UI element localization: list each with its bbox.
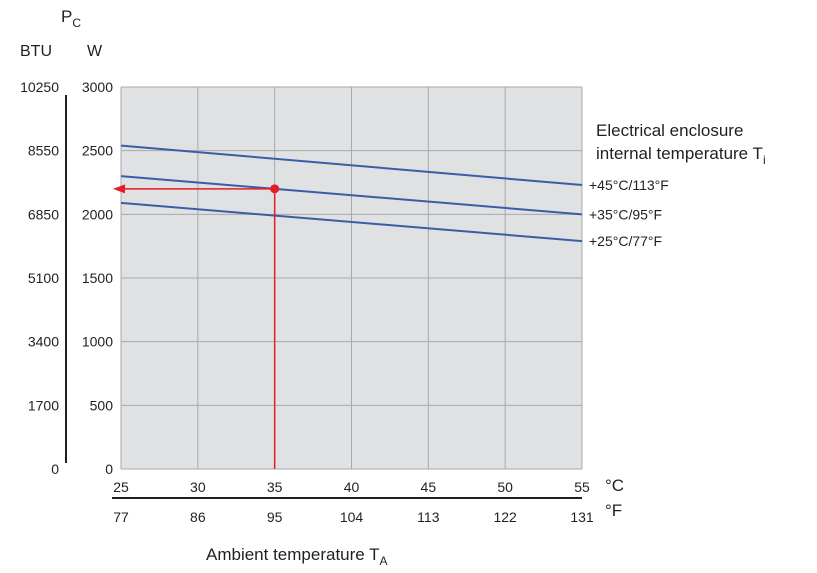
x-tick-label-c: 30 xyxy=(190,479,206,495)
legend-title: internal temperature Ti xyxy=(596,144,766,167)
y-unit-btu: BTU xyxy=(20,43,52,60)
y-tick-label-btu: 0 xyxy=(51,461,59,477)
x-tick-label-c: 25 xyxy=(113,479,129,495)
y-tick-label-w: 3000 xyxy=(82,79,113,95)
series-line xyxy=(120,175,583,216)
y-tick-label-btu: 5100 xyxy=(28,270,59,286)
x-tick-label-f: 77 xyxy=(113,509,129,525)
series-lines xyxy=(120,144,583,243)
x-tick-label-f: 86 xyxy=(190,509,206,525)
x-tick-label-f: 104 xyxy=(340,509,364,525)
y-tick-label-btu: 8550 xyxy=(28,143,59,159)
y-tick-label-btu: 1700 xyxy=(28,397,59,413)
y-tick-label-btu: 6850 xyxy=(28,206,59,222)
legend-title: Electrical enclosure xyxy=(596,121,743,140)
x-tick-label-f: 113 xyxy=(417,509,440,525)
series-line xyxy=(120,201,583,243)
x-axis-title: Ambient temperature TA xyxy=(206,545,388,568)
y-tick-label-w: 1500 xyxy=(82,270,113,286)
x-tick-label-c: 35 xyxy=(267,479,283,495)
axes xyxy=(65,95,582,499)
y-tick-label-w: 0 xyxy=(105,461,113,477)
series-label: +45°C/113°F xyxy=(589,177,669,193)
y-tick-label-w: 2500 xyxy=(82,143,113,159)
reading-arrowhead xyxy=(113,184,125,194)
labels: PC BTU W 0 500 1000 1500 2000 2500 3000 0 1700 3400 5… xyxy=(20,7,766,568)
y-tick-label-w: 1000 xyxy=(82,334,113,350)
y-tick-label-btu: 10250 xyxy=(20,79,59,95)
x-tick-label-f: 122 xyxy=(493,509,517,525)
x-tick-label-c: 45 xyxy=(421,479,437,495)
example-reading xyxy=(113,184,280,469)
series-line xyxy=(120,144,583,187)
x-tick-label-c: 50 xyxy=(497,479,513,495)
x-tick-label-c: 55 xyxy=(574,479,590,495)
y-tick-label-w: 500 xyxy=(90,397,114,413)
y-axis-title: PC xyxy=(61,7,81,30)
series-label: +25°C/77°F xyxy=(589,233,662,249)
x-tick-label-c: 40 xyxy=(344,479,360,495)
y-tick-label-btu: 3400 xyxy=(28,334,59,350)
y-unit-w: W xyxy=(87,43,103,60)
y-tick-label-w: 2000 xyxy=(82,206,113,222)
x-unit-celsius: °C xyxy=(605,476,624,495)
x-tick-label-f: 131 xyxy=(570,509,594,525)
series-label: +35°C/95°F xyxy=(589,206,662,222)
reading-point xyxy=(270,184,280,194)
x-tick-label-f: 95 xyxy=(267,509,283,525)
x-unit-fahrenheit: °F xyxy=(605,501,622,520)
